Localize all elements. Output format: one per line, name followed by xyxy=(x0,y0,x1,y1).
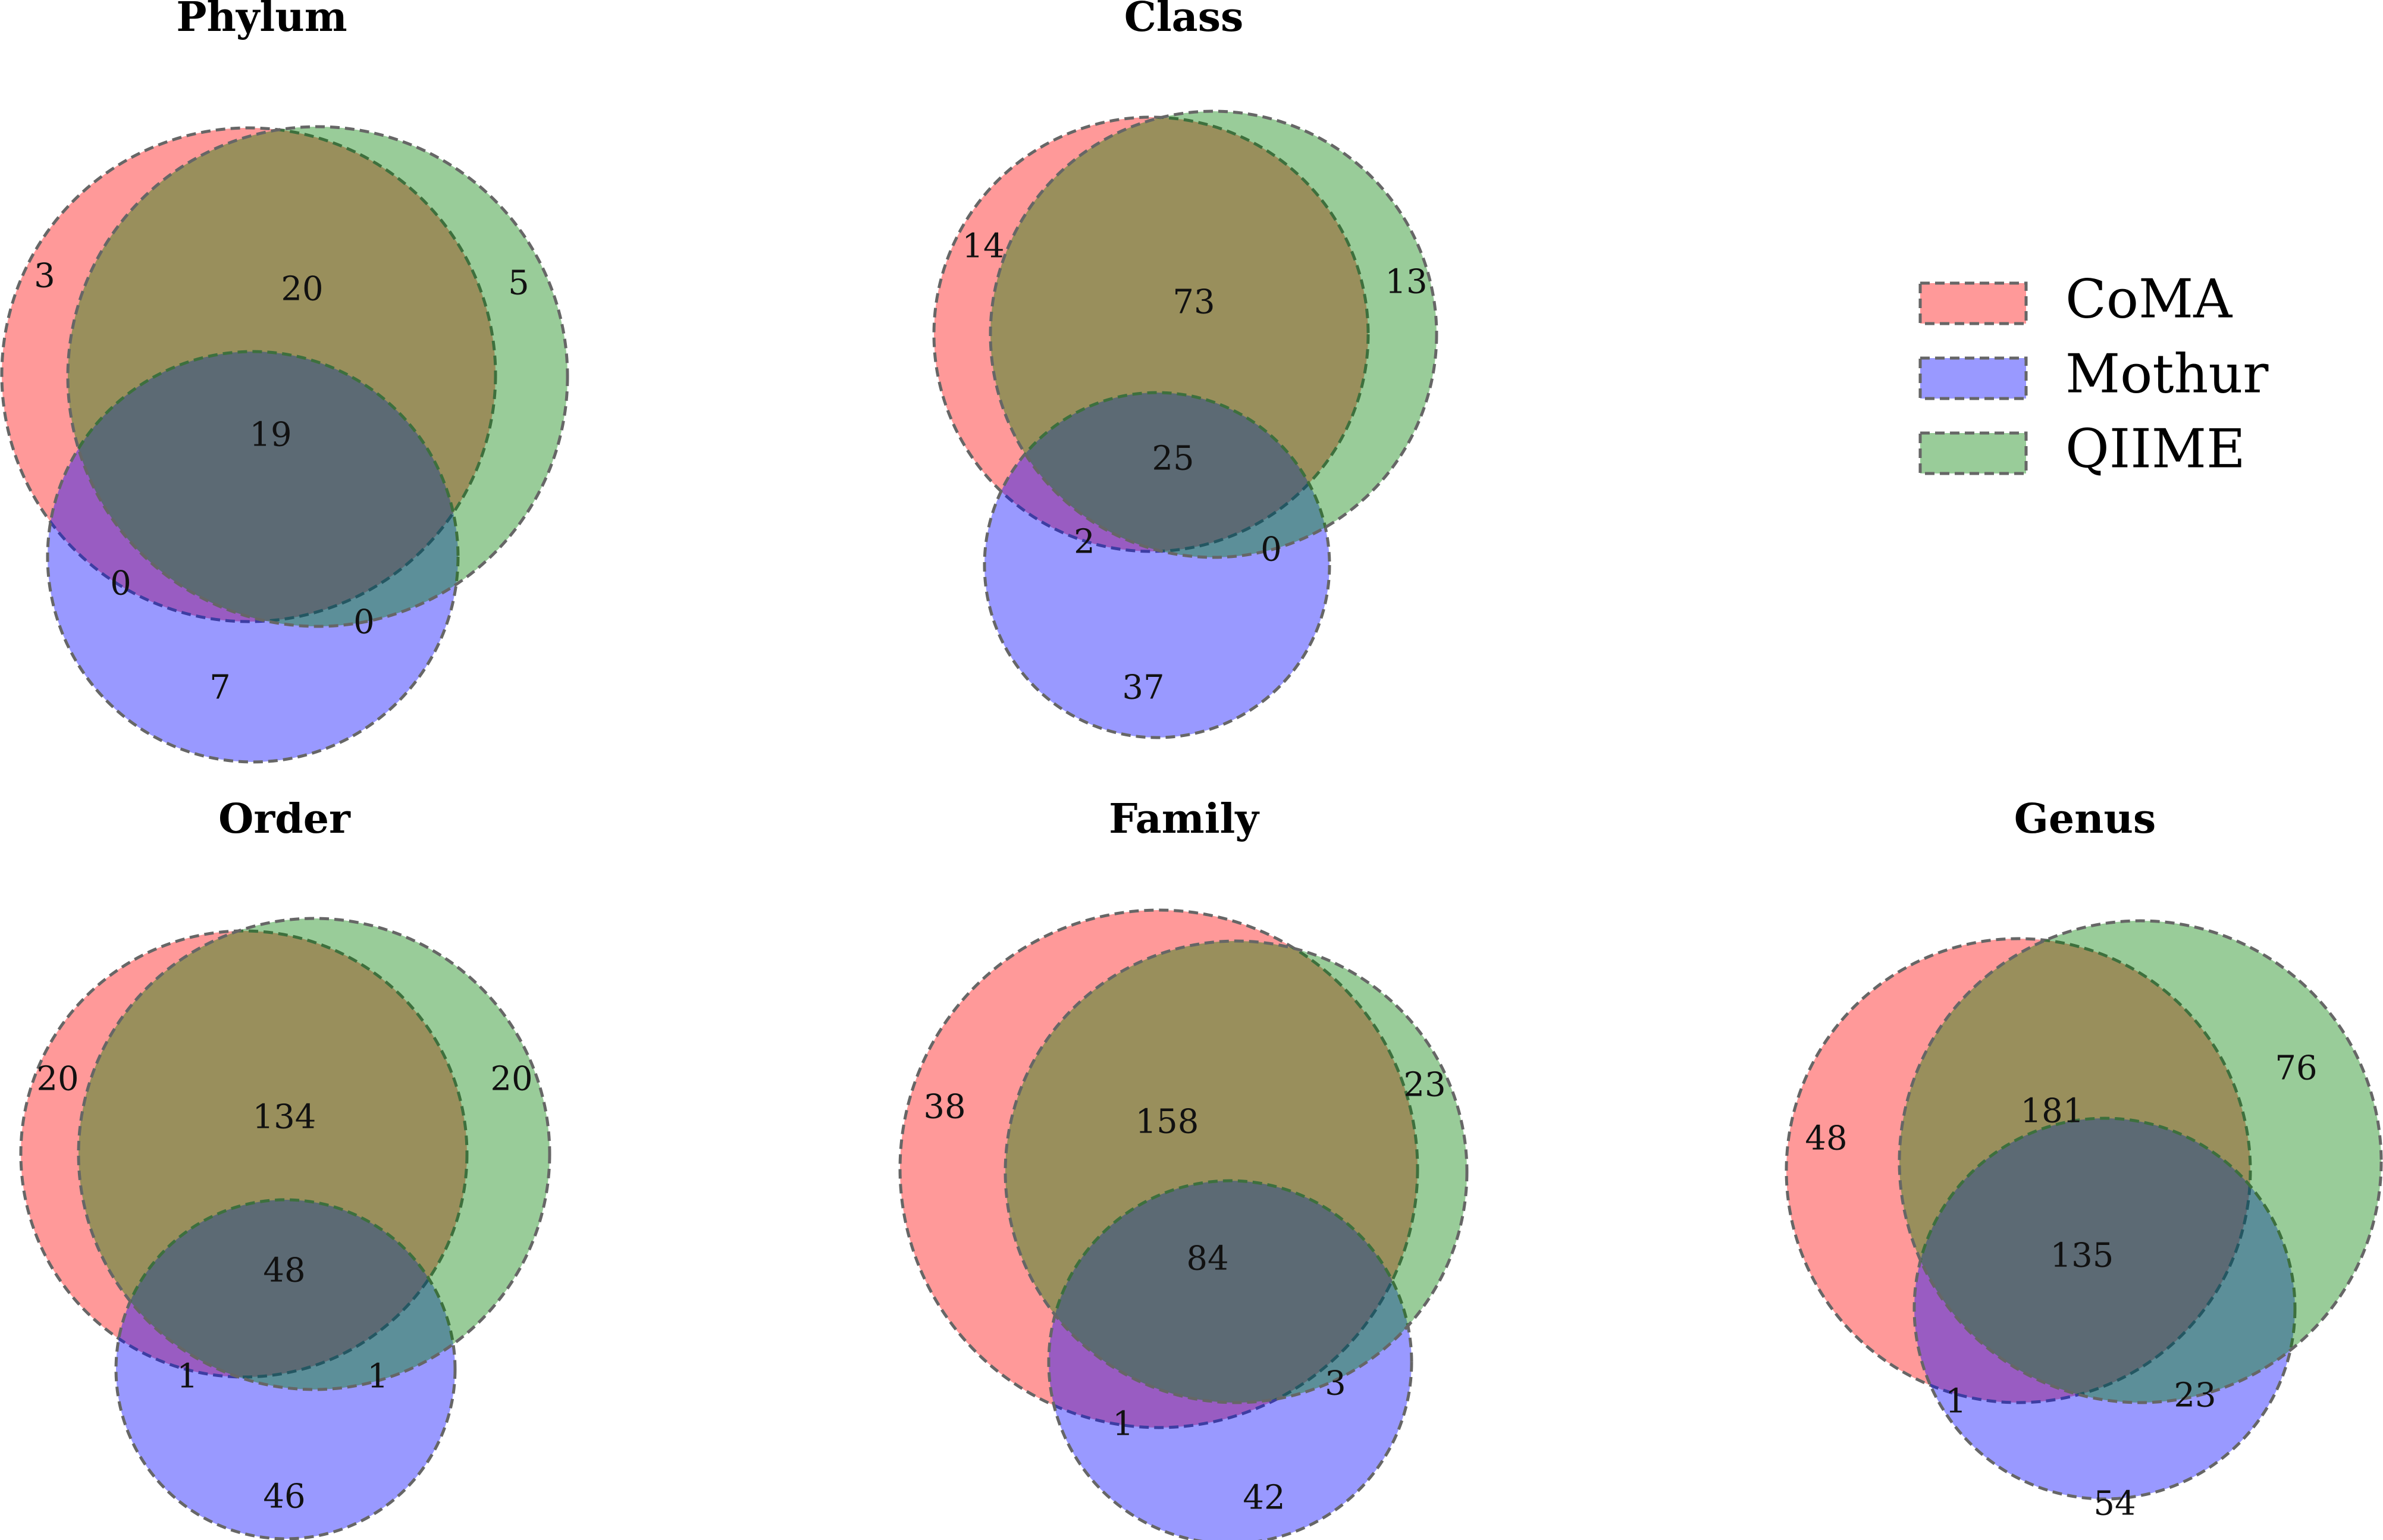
region-label-coma-mothur: 1 xyxy=(177,1357,198,1396)
region-label-mothur-qiime: 3 xyxy=(1325,1365,1346,1403)
venn-circle-coma xyxy=(932,115,1370,553)
venn-circle-mothur xyxy=(983,391,1331,739)
region-label-qiime-only: 20 xyxy=(490,1060,532,1099)
venn-panel-family: Family 38 23 158 84 1 3 42 xyxy=(898,795,1469,1540)
region-label-coma-only: 14 xyxy=(962,227,1004,266)
region-label-coma-mothur: 2 xyxy=(1074,523,1095,562)
panel-title-order: Order xyxy=(218,795,351,843)
legend-swatch-qiime xyxy=(1918,431,2028,475)
region-label-coma-qiime: 181 xyxy=(2021,1092,2084,1131)
region-label-coma-mothur: 1 xyxy=(1112,1405,1134,1444)
legend: CoMA Mothur QIIME xyxy=(1918,268,2269,480)
legend-label-coma: CoMA xyxy=(2065,268,2233,330)
region-label-coma-only: 48 xyxy=(1805,1119,1847,1158)
legend-label-qiime: QIIME xyxy=(2065,418,2246,480)
region-label-qiime-only: 13 xyxy=(1385,263,1427,302)
region-label-coma-qiime: 134 xyxy=(253,1098,316,1137)
venn-circle-mothur xyxy=(1912,1116,2297,1501)
venn-circle-coma xyxy=(898,908,1419,1429)
region-label-mothur-only: 42 xyxy=(1243,1479,1285,1517)
venn-circle-coma xyxy=(0,126,497,623)
region-label-qiime-only: 76 xyxy=(2275,1049,2317,1088)
venn-circle-mothur xyxy=(1047,1179,1413,1540)
region-label-all-three: 19 xyxy=(249,416,291,454)
region-label-mothur-qiime: 23 xyxy=(2174,1376,2216,1415)
venn-panel-genus: Genus 48 76 181 135 1 23 54 xyxy=(1785,795,2383,1523)
region-label-coma-only: 3 xyxy=(34,257,55,296)
region-label-mothur-only: 54 xyxy=(2093,1485,2136,1523)
region-label-mothur-only: 37 xyxy=(1122,669,1164,707)
region-label-coma-qiime: 73 xyxy=(1172,283,1215,322)
venn-circle-coma xyxy=(1785,937,2252,1404)
region-label-all-three: 48 xyxy=(263,1252,305,1290)
region-label-mothur-only: 7 xyxy=(209,669,231,707)
panel-title-genus: Genus xyxy=(2014,795,2156,843)
region-label-mothur-qiime: 0 xyxy=(1261,531,1282,569)
region-label-coma-qiime: 20 xyxy=(281,270,323,309)
region-label-qiime-only: 23 xyxy=(1403,1066,1446,1105)
region-label-coma-qiime: 158 xyxy=(1136,1103,1199,1141)
panel-title-class: Class xyxy=(1124,0,1244,41)
venn-circle-qiime xyxy=(1898,919,2383,1404)
region-label-all-three: 25 xyxy=(1152,440,1194,478)
venn-panel-phylum: Phylum 3 5 20 19 0 0 7 xyxy=(0,0,569,764)
region-label-qiime-only: 5 xyxy=(508,264,529,303)
venn-circle-qiime xyxy=(66,125,569,628)
region-label-all-three: 84 xyxy=(1186,1240,1228,1278)
venn-circle-qiime xyxy=(989,109,1438,559)
region-label-coma-mothur: 0 xyxy=(110,564,131,603)
venn-circle-coma xyxy=(19,929,469,1379)
venn-panel-order: Order 20 20 134 48 1 1 46 xyxy=(19,795,551,1540)
venn-circle-mothur xyxy=(46,350,460,764)
legend-label-mothur: Mothur xyxy=(2065,343,2269,405)
panel-title-family: Family xyxy=(1109,795,1260,843)
region-label-mothur-qiime: 1 xyxy=(367,1357,388,1396)
venn-circle-mothur xyxy=(114,1198,457,1540)
venn-panel-class: Class 14 13 73 25 2 0 37 xyxy=(932,0,1438,739)
region-label-coma-mothur: 1 xyxy=(1945,1382,1967,1421)
region-label-coma-only: 38 xyxy=(923,1088,965,1127)
legend-swatch-mothur xyxy=(1918,356,2028,400)
legend-swatch-coma xyxy=(1918,281,2028,325)
panel-title-phylum: Phylum xyxy=(176,0,347,41)
venn-circle-qiime xyxy=(77,917,551,1391)
region-label-coma-only: 20 xyxy=(36,1060,79,1099)
region-label-all-three: 135 xyxy=(2050,1237,2114,1275)
region-label-mothur-qiime: 0 xyxy=(353,603,375,642)
region-label-mothur-only: 46 xyxy=(263,1478,305,1516)
venn-circle-qiime xyxy=(1004,939,1469,1404)
